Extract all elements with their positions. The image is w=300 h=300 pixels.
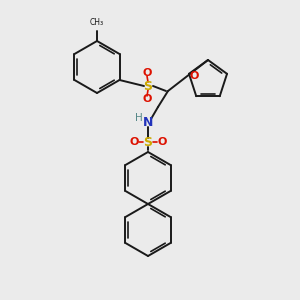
Text: N: N [143, 116, 153, 130]
Text: CH₃: CH₃ [90, 18, 104, 27]
Text: H: H [135, 113, 143, 123]
Text: O: O [157, 137, 167, 147]
Text: O: O [142, 68, 152, 78]
Text: O: O [142, 94, 152, 104]
Text: S: S [143, 80, 152, 92]
Text: S: S [143, 136, 152, 148]
Text: O: O [189, 71, 199, 81]
Text: O: O [129, 137, 139, 147]
